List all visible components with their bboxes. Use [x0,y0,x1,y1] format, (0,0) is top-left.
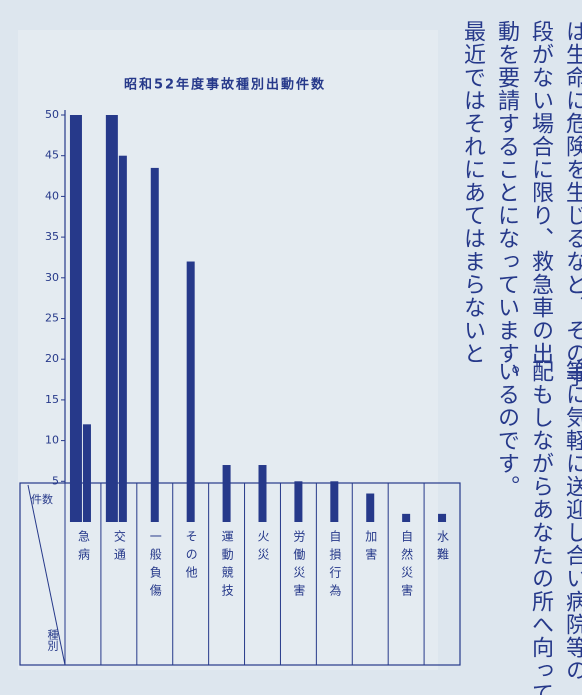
y-tick-label: 40 [45,189,59,202]
bar [402,514,410,522]
text-column: 等に気軽に送迎し合い病院等の [558,360,582,682]
y-tick-label: 50 [45,108,59,121]
bar [294,481,302,522]
y-axis-label: 件数 [31,493,53,506]
y-tick-label: 35 [45,230,59,243]
bar [366,494,374,522]
bar [330,481,338,522]
bar [70,115,82,522]
bar [119,156,127,522]
y-tick-label: 15 [45,393,59,406]
x-tick-label: 交通 [112,529,126,566]
x-tick-label: 一般負傷 [148,530,162,602]
bar [223,465,231,522]
y-tick-label: 25 [45,312,59,325]
x-tick-label: 自然災害 [400,530,414,602]
bar [259,465,267,522]
x-tick-label: 労働災害 [292,530,306,602]
page: 昭和52年度事故種別出動件数 件数 種別 5 10 15 20 25 30 35 40 45 50… [0,0,582,695]
y-tick-label: 45 [45,149,59,162]
y-tick-label: 20 [45,352,59,365]
bar [187,262,195,522]
y-tick-label: 30 [45,271,59,284]
x-tick-label: 急病 [76,529,90,566]
text-column: 動を要請することになっています。 [490,20,522,388]
bar [151,168,159,522]
x-tick-label: 加害 [364,530,378,566]
x-axis-label: 種別 [46,628,59,652]
text-column: いるのです。 [490,360,522,498]
text-column: 配もしながらあなたの所へ向って [524,360,556,695]
x-tick-label: 火災 [256,530,270,566]
x-tick-label: 水難 [436,530,450,566]
y-tick-label: 10 [45,434,59,447]
bar [83,424,91,522]
bar [106,115,118,522]
text-column: 段がない場合に限り、救急車の出 [524,20,556,365]
y-tick-label: 5 [52,474,59,487]
text-column: 最近ではそれにあてはまらないと [456,20,488,365]
text-column: は生命に危険を生じるなど、その手 [558,20,582,388]
bar [438,514,446,522]
x-tick-label: その他 [184,530,198,584]
x-tick-label: 自損行為 [328,530,342,602]
x-tick-label: 運動競技 [220,530,234,602]
chart-title: 昭和52年度事故種別出動件数 [124,77,326,93]
